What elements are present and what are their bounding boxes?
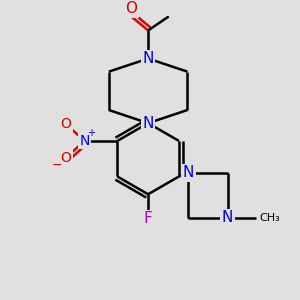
Text: CH₃: CH₃ [260, 213, 280, 223]
Text: O: O [125, 2, 137, 16]
Text: F: F [144, 211, 152, 226]
Text: +: + [87, 128, 95, 138]
Text: N: N [142, 51, 154, 66]
Text: N: N [142, 116, 154, 130]
Text: −: − [51, 159, 62, 172]
Text: O: O [60, 151, 71, 165]
Text: N: N [183, 165, 194, 180]
Text: O: O [60, 117, 71, 131]
Text: N: N [80, 134, 90, 148]
Text: N: N [222, 210, 233, 225]
